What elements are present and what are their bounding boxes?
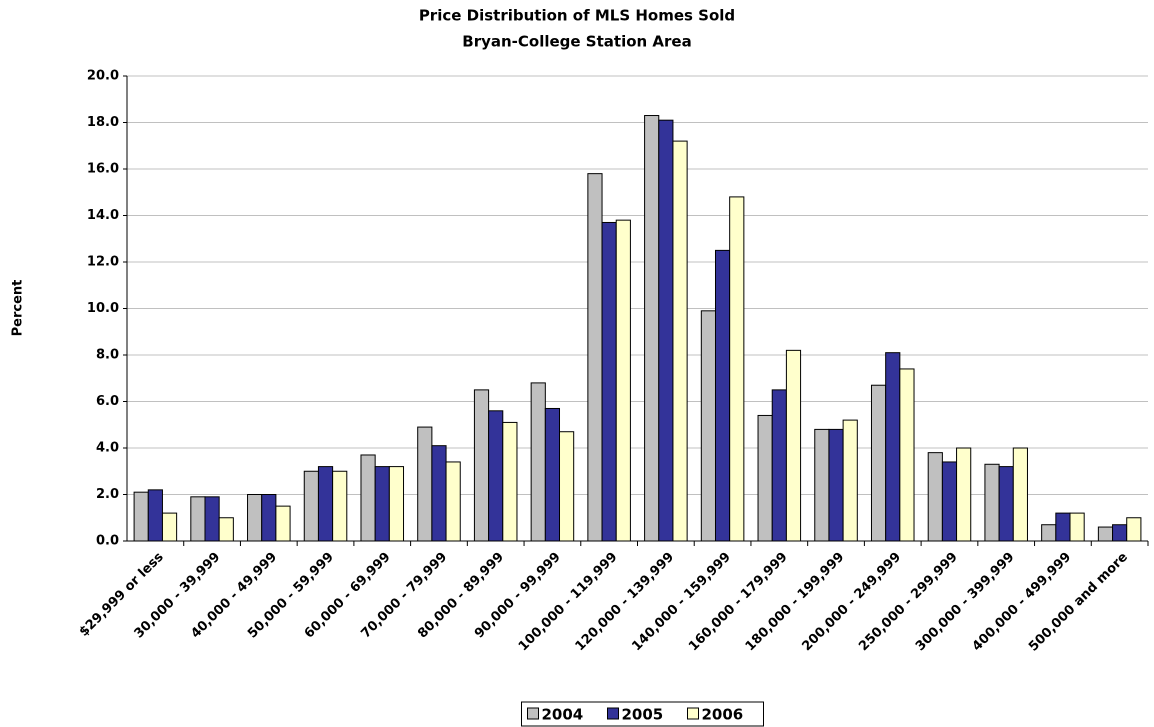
x-tick-label: 400,000 - 499,999 bbox=[970, 550, 1075, 655]
y-tick-label: 20.0 bbox=[87, 69, 119, 84]
bar bbox=[984, 463, 1000, 542]
bar bbox=[431, 445, 447, 542]
bar bbox=[941, 461, 958, 542]
y-tick-label: 14.0 bbox=[87, 208, 119, 223]
bar bbox=[814, 428, 830, 542]
bar bbox=[317, 466, 334, 542]
legend-label: 2004 bbox=[542, 706, 584, 724]
bar bbox=[601, 221, 617, 542]
bar bbox=[530, 382, 546, 542]
bar bbox=[544, 407, 561, 542]
bar bbox=[870, 384, 887, 542]
x-tick-label: 180,000 - 199,999 bbox=[743, 550, 848, 655]
chart-subtitle: Bryan-College Station Area bbox=[462, 33, 691, 51]
bar bbox=[161, 512, 178, 542]
bar bbox=[473, 389, 490, 542]
bar bbox=[445, 461, 461, 542]
legend-box bbox=[521, 701, 764, 727]
bar bbox=[303, 470, 319, 542]
bar bbox=[190, 496, 206, 542]
bar bbox=[147, 489, 163, 542]
bar bbox=[247, 494, 263, 542]
x-tick-label: 300,000 - 399,999 bbox=[913, 550, 1018, 655]
x-tick-label: 250,000 - 299,999 bbox=[856, 550, 961, 655]
x-tick-label: 140,000 - 159,999 bbox=[629, 550, 734, 655]
bar bbox=[488, 410, 504, 542]
bar bbox=[417, 426, 433, 542]
bar bbox=[204, 496, 220, 542]
bar bbox=[615, 219, 631, 542]
bar bbox=[956, 447, 972, 542]
bar bbox=[771, 389, 787, 542]
bar bbox=[899, 368, 915, 542]
y-tick-label: 4.0 bbox=[96, 441, 119, 456]
bar bbox=[729, 196, 745, 542]
y-tick-label: 18.0 bbox=[87, 115, 119, 130]
bar bbox=[885, 352, 901, 542]
y-tick-label: 12.0 bbox=[87, 255, 119, 270]
x-tick-label: 160,000 - 179,999 bbox=[686, 550, 791, 655]
bar bbox=[587, 173, 603, 542]
y-tick-label: 2.0 bbox=[96, 487, 119, 502]
bar bbox=[644, 115, 660, 542]
bar bbox=[1126, 517, 1142, 542]
bar bbox=[559, 431, 575, 542]
bar bbox=[1012, 447, 1028, 542]
legend-swatch bbox=[527, 707, 539, 720]
bar bbox=[785, 349, 802, 542]
bar bbox=[261, 494, 277, 542]
bar bbox=[672, 140, 688, 542]
chart-title: Price Distribution of MLS Homes Sold bbox=[419, 7, 735, 25]
bar bbox=[658, 119, 674, 542]
legend-swatch bbox=[607, 707, 619, 720]
y-tick-label: 0.0 bbox=[96, 534, 119, 549]
bar bbox=[700, 310, 716, 542]
bar bbox=[927, 452, 943, 542]
legend-label: 2005 bbox=[622, 706, 664, 724]
y-axis-label: Percent bbox=[11, 280, 26, 337]
y-tick-label: 10.0 bbox=[87, 301, 119, 316]
x-tick-label: 120,000 - 139,999 bbox=[573, 550, 678, 655]
bar bbox=[714, 249, 731, 542]
legend-label: 2006 bbox=[702, 706, 744, 724]
y-tick-label: 8.0 bbox=[96, 348, 119, 363]
bar bbox=[998, 466, 1014, 542]
bar bbox=[374, 466, 390, 542]
bar bbox=[502, 421, 518, 542]
bar bbox=[1112, 524, 1128, 542]
y-tick-label: 16.0 bbox=[87, 162, 119, 177]
legend-swatch bbox=[687, 707, 699, 720]
bar bbox=[757, 414, 773, 542]
bar bbox=[1097, 526, 1114, 542]
bar bbox=[1041, 524, 1057, 542]
bar bbox=[1055, 512, 1071, 542]
bar bbox=[332, 470, 348, 542]
bar bbox=[1069, 512, 1085, 542]
bar bbox=[275, 505, 291, 542]
bar bbox=[218, 517, 234, 542]
x-tick-label: 200,000 - 249,999 bbox=[799, 550, 904, 655]
y-tick-label: 6.0 bbox=[96, 394, 119, 409]
bar bbox=[842, 419, 858, 542]
x-tick-label: 500,000 and more bbox=[1026, 550, 1131, 655]
bar bbox=[133, 491, 149, 542]
x-tick-label: 100,000 - 119,999 bbox=[516, 550, 621, 655]
bar bbox=[388, 466, 405, 542]
bar bbox=[360, 454, 376, 542]
bar bbox=[828, 428, 844, 542]
